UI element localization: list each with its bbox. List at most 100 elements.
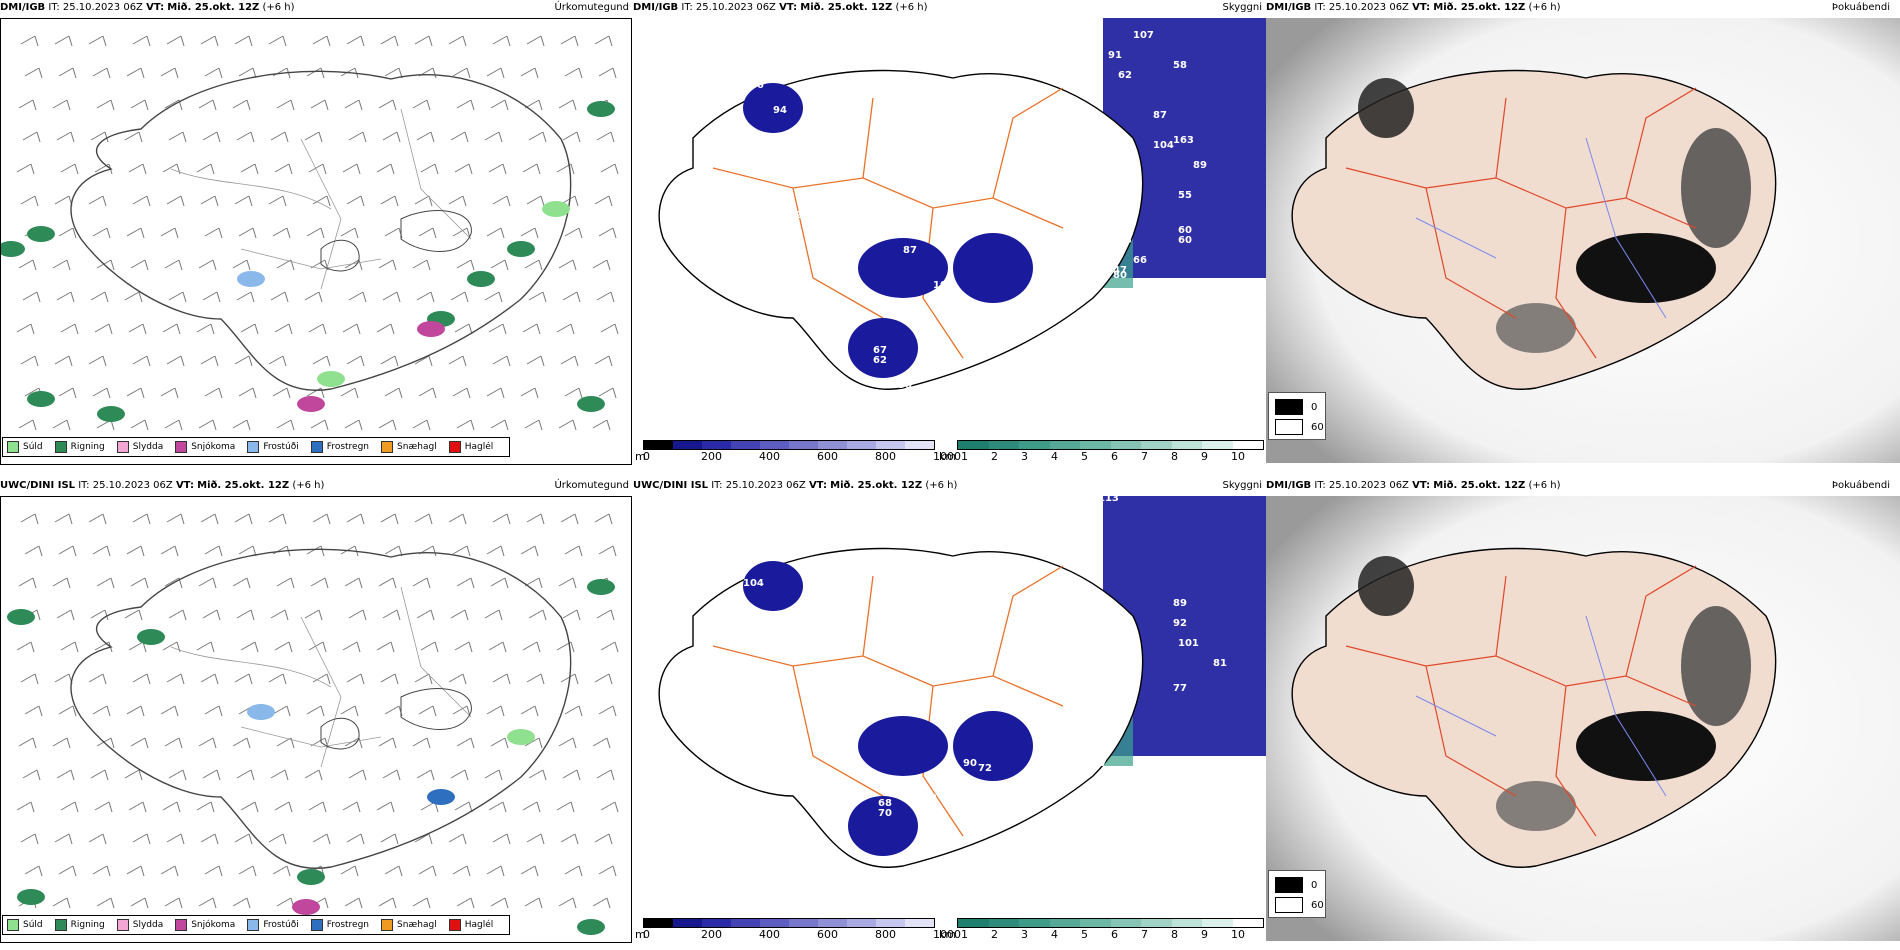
wind-barb [528, 131, 544, 141]
wind-barb [326, 195, 331, 207]
cloud-base-value: 66 [1133, 255, 1147, 266]
wind-barb [144, 259, 149, 271]
visibility-colorbar: km 1 2 3 4 5 6 7 8 9 10 [939, 918, 1264, 942]
wind-barb [110, 897, 115, 909]
wind-barb [506, 195, 511, 207]
wind-barb [138, 131, 143, 143]
wind-barb [130, 897, 146, 907]
wind-barb [204, 545, 220, 555]
wind-barb [426, 737, 431, 749]
colorbar-tick: 1000 [933, 928, 961, 941]
wind-barb [396, 131, 401, 143]
cloud-base-value: 79 [893, 230, 907, 241]
fog-map[interactable] [1266, 18, 1900, 463]
wind-barb [430, 131, 435, 143]
wind-barb [464, 131, 469, 143]
wind-barb [432, 227, 437, 239]
wind-barb [248, 355, 253, 367]
wind-barb [394, 355, 399, 367]
cloud-base-value: 82 [898, 708, 912, 719]
wind-barb [324, 897, 329, 909]
wind-barb [132, 673, 148, 683]
wind-barb [360, 35, 365, 47]
wind-barb [196, 641, 212, 651]
wind-barb [522, 323, 538, 333]
wind-barb [70, 291, 75, 303]
wind-barb [200, 355, 216, 365]
wind-barb [576, 131, 581, 143]
precip-area [292, 899, 320, 915]
wind-barb [378, 259, 394, 269]
wind-barb [456, 99, 472, 109]
wind-barb [182, 291, 187, 303]
wind-barb [560, 673, 576, 683]
wind-barb [542, 609, 547, 621]
cloud-base-value: 89 [1173, 598, 1187, 609]
wind-barb [462, 673, 467, 685]
wind-barb [248, 35, 253, 47]
wind-barb [246, 259, 251, 271]
wind-barb [502, 323, 507, 335]
wind-barb [358, 897, 363, 909]
wind-barb [540, 673, 545, 685]
visibility-map[interactable]: 107 91 58 62 87 106 94 104 163 185 34 89 86 82 55 182 60… [633, 18, 1266, 423]
wind-barb [448, 35, 464, 45]
fog-area [1496, 303, 1576, 353]
precip-map[interactable] [0, 18, 632, 465]
colorbar-tick: 5 [1081, 928, 1088, 941]
wind-barb [252, 227, 257, 239]
wind-barb [96, 577, 112, 587]
wind-barb [362, 291, 367, 303]
wind-barb [614, 163, 619, 175]
panel-header: UWC/DINI ISL IT: 25.10.2023 06Z VT: Mið.… [633, 480, 958, 491]
precip-area [507, 729, 535, 745]
precip-map[interactable] [0, 496, 632, 943]
cloud-base-value: 79 [958, 688, 972, 699]
wind-barb [104, 291, 109, 303]
colorbar-tick: 10 [1231, 928, 1245, 941]
wind-barb [392, 259, 397, 271]
wind-barb [606, 419, 611, 431]
wind-barb [128, 323, 144, 333]
wind-barb [310, 259, 326, 269]
wind-barb [488, 641, 504, 651]
wind-barb [318, 291, 323, 303]
wind-barb [450, 291, 466, 301]
wind-barb [36, 769, 41, 781]
precip-area [137, 629, 165, 645]
wind-barb [140, 67, 145, 79]
wind-barb [504, 897, 509, 909]
wind-barb [18, 577, 34, 587]
wind-barb [380, 355, 396, 365]
cloud-base-value: 113 [1098, 496, 1119, 504]
wind-barb [198, 259, 214, 269]
wind-barb [310, 419, 326, 429]
wind-barb [470, 99, 475, 111]
wind-barb [304, 131, 320, 141]
wind-barb [20, 833, 36, 843]
wind-barb [384, 227, 400, 237]
wind-barb [106, 545, 111, 557]
wind-barb [524, 737, 540, 747]
wind-barb [16, 641, 32, 651]
wind-barb [138, 769, 143, 781]
visibility-map[interactable]: 123 96 128 113 104 89 92 101 81 77 73 82 79 90 72 48 77 4… [633, 496, 1266, 901]
fog-map[interactable] [1266, 496, 1900, 941]
low-cloud-area [743, 83, 803, 133]
wind-barb [66, 577, 71, 589]
wind-barb [562, 609, 578, 619]
wind-barb [540, 35, 545, 47]
wind-barb [204, 67, 220, 77]
legend-item: Frostregn [310, 441, 369, 453]
wind-barb [380, 195, 396, 205]
wind-barb [522, 641, 538, 651]
cloud-base-value: 128 [1073, 496, 1094, 504]
wind-barb [614, 641, 619, 653]
iceland-coastline [1291, 547, 1777, 868]
wind-barb [562, 291, 578, 301]
wind-barb [92, 227, 108, 237]
wind-barb [432, 387, 437, 399]
wind-barb [540, 355, 545, 367]
precip-area [587, 579, 615, 595]
wind-barb [180, 35, 185, 47]
